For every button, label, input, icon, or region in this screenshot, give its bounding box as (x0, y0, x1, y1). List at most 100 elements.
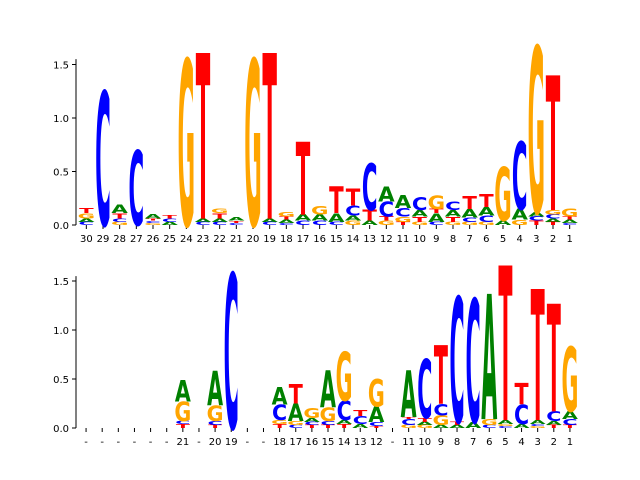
x-tick-label: 30 (80, 234, 93, 245)
logo-letter-g: G (561, 330, 578, 433)
logo-letter-c: C (129, 131, 145, 250)
logo-letter-g: G (432, 413, 449, 428)
logo-letter-t: T (515, 378, 530, 413)
logo-letter-a: A (368, 402, 385, 428)
x-tick-label: 27 (130, 234, 143, 245)
logo-letter-c: C (320, 420, 335, 426)
logo-letter-t: T (176, 423, 191, 429)
logo-letter-g: G (174, 396, 191, 427)
logo-letter-c: C (433, 401, 448, 419)
logo-letter-a: A (546, 420, 562, 426)
logo-letter-c: C (353, 414, 368, 426)
logo-letter-c: C (79, 221, 95, 226)
logo-letter-a: A (278, 219, 295, 224)
logo-letter-t: T (546, 221, 561, 226)
logo-letter-c: C (212, 221, 228, 226)
logo-letter-c: C (546, 410, 561, 425)
logo-letter-t: T (418, 417, 433, 423)
x-tick-label: 6 (483, 234, 489, 245)
x-tick-label: 11 (397, 234, 410, 245)
logo-letter-g: G (368, 373, 385, 416)
logo-letter-c: C (224, 231, 239, 479)
logo-letter-c: C (562, 222, 578, 225)
x-tick-label: 1 (567, 437, 573, 448)
x-tick-label: 19 (263, 234, 276, 245)
x-tick-label: 17 (297, 234, 310, 245)
x-tick-label: 20 (247, 234, 260, 245)
x-tick-label: 26 (147, 234, 160, 245)
logo-letter-g: G (78, 212, 95, 221)
logo-letter-c: C (208, 420, 223, 426)
logo-letter-c: C (329, 221, 345, 226)
logo-letter-t: T (396, 221, 411, 226)
x-tick-label: 8 (450, 234, 456, 245)
logo-letter-a: A (465, 420, 482, 430)
logo-letter-t: T (531, 254, 545, 463)
logo-letter-a: A (478, 205, 495, 219)
logo-letter-c: C (482, 424, 497, 429)
logo-letter-t: T (162, 215, 177, 220)
logo-letter-t: T (379, 215, 394, 222)
x-tick-label: 2 (551, 437, 557, 448)
y-tick-label: 0.5 (53, 375, 69, 386)
x-tick-label: 22 (213, 234, 226, 245)
logo-letter-g: G (529, 426, 546, 429)
logo-letter-a: A (211, 218, 228, 223)
logo-letter-t: T (79, 206, 94, 215)
x-tick-label: 20 (209, 437, 222, 448)
logo-letter-a: A (562, 409, 578, 421)
logo-letter-c: C (429, 221, 445, 226)
logo-letter-c: C (479, 214, 495, 224)
logo-letter-a: A (336, 419, 352, 425)
logo-letter-g: G (207, 401, 224, 427)
logo-letter-t: T (563, 424, 578, 429)
logo-letter-t: T (112, 212, 127, 221)
logo-letter-t: T (412, 215, 427, 224)
logo-letter-a: A (514, 423, 530, 429)
logo-letter-c: C (362, 151, 378, 226)
logo-letter-a: A (320, 362, 336, 421)
logo-letter-a: A (272, 383, 289, 411)
logo-letter-a: A (378, 183, 395, 207)
logo-letter-a: A (497, 419, 513, 425)
logo-letter-a: A (445, 208, 462, 218)
logo-letter-c: C (288, 424, 303, 429)
logo-letter-g: G (344, 220, 361, 227)
x-tick-label: 9 (438, 437, 444, 448)
x-tick-label: 3 (533, 234, 539, 245)
logo-letter-c: C (262, 221, 278, 226)
logo-letter-c: C (379, 198, 395, 222)
logo-letter-g: G (444, 221, 461, 226)
logo-letter-c: C (162, 218, 178, 223)
logo-letter-c: C (512, 124, 528, 231)
logo-letter-c: C (529, 215, 545, 222)
logo-letter-c: C (498, 426, 513, 429)
logo-letter-g: G (478, 221, 495, 226)
x-tick-label: 12 (380, 234, 393, 245)
logo-letter-c: C (395, 206, 411, 220)
x-tick-label: 13 (354, 437, 367, 448)
y-tick-label: 1.0 (53, 326, 69, 337)
x-tick-label: 23 (197, 234, 210, 245)
logo-letter-a: A (261, 218, 278, 223)
logo-letter-a: A (545, 218, 562, 223)
logo-letter-g: G (428, 191, 445, 214)
logo-letter-a: A (449, 424, 466, 429)
logo-letter-g: G (320, 404, 337, 426)
logo-letter-g: G (481, 417, 498, 427)
x-tick-label: 14 (347, 234, 360, 245)
logo-letter-t: T (498, 223, 512, 471)
logo-letter-a: A (111, 203, 128, 217)
x-tick-label: - (391, 437, 395, 448)
y-tick-label: 1.5 (53, 277, 69, 288)
logo-letter-g: G (111, 221, 128, 226)
logo-letter-c: C (545, 213, 561, 220)
y-tick-label: 0.5 (53, 168, 69, 179)
logo-letter-a: A (311, 213, 328, 223)
x-tick-label: 11 (402, 437, 415, 448)
x-tick-label: 15 (330, 234, 343, 245)
logo-letter-g: G (303, 407, 320, 422)
logo-letter-g: G (511, 218, 528, 227)
logo-letter-t: T (329, 180, 344, 223)
x-tick-label: - (165, 437, 169, 448)
